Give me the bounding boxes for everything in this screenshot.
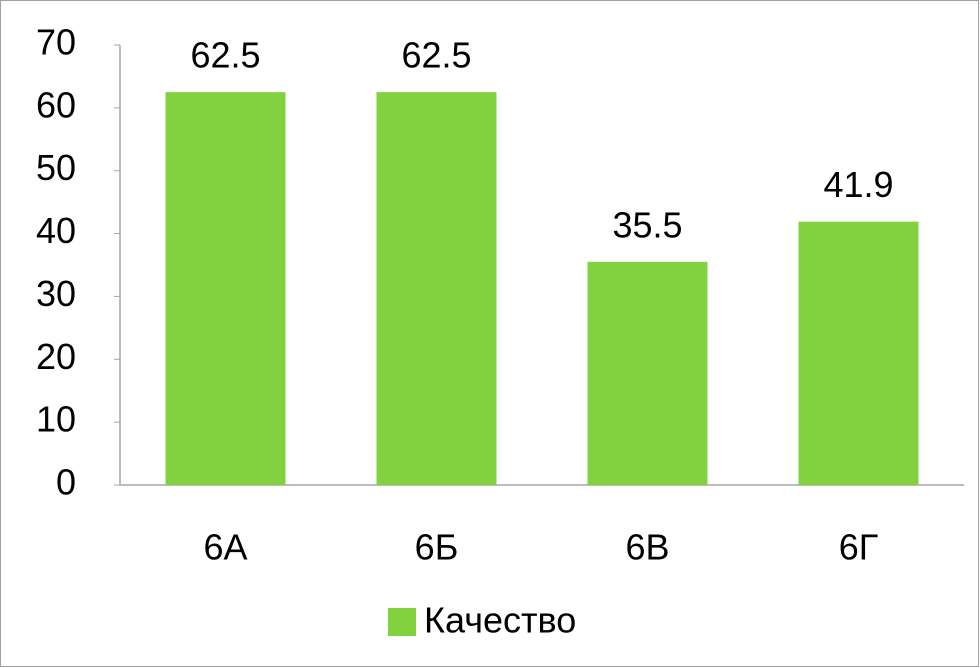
data-label: 41.9 — [823, 164, 893, 205]
data-label: 35.5 — [612, 204, 682, 245]
y-tick-label: 40 — [36, 210, 76, 251]
y-tick-label: 60 — [36, 84, 76, 125]
y-tick-label: 10 — [36, 399, 76, 440]
data-label: 62.5 — [401, 35, 471, 76]
x-tick-label: 6Б — [415, 527, 459, 568]
x-tick-label: 6В — [625, 527, 669, 568]
data-label: 62.5 — [190, 35, 260, 76]
y-tick-label: 50 — [36, 147, 76, 188]
x-tick-label: 6Г — [839, 527, 879, 568]
legend-swatch — [388, 608, 416, 636]
bar — [376, 92, 497, 486]
legend-label: Качество — [424, 600, 576, 641]
y-tick-label: 20 — [36, 336, 76, 377]
bar — [165, 92, 286, 486]
y-tick-label: 0 — [56, 462, 76, 503]
y-tick-label: 70 — [36, 22, 76, 63]
y-tick-label: 30 — [36, 273, 76, 314]
bar — [798, 221, 919, 485]
bar — [587, 261, 708, 485]
x-tick-label: 6А — [203, 527, 247, 568]
